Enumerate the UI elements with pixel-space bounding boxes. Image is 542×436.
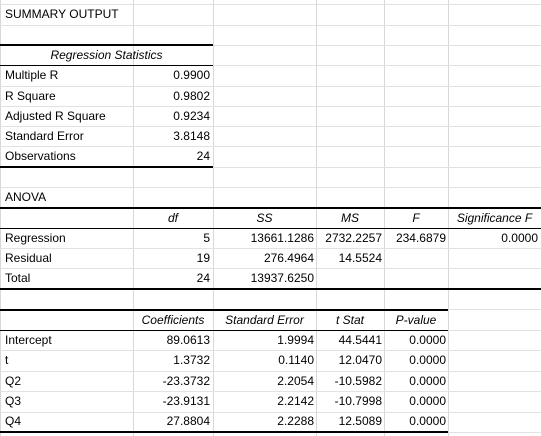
grid-line: [0, 65, 542, 66]
grid-line: [0, 126, 542, 127]
table-rule: [0, 309, 448, 311]
anova-ss: 13661.1286: [250, 231, 314, 245]
coef-t-stat: 12.0470: [338, 353, 382, 367]
grid-line: [0, 106, 542, 107]
coef-value: -23.9131: [162, 394, 210, 408]
coef-standard-error: 2.2142: [277, 394, 314, 408]
anova-ss: 13937.6250: [250, 271, 314, 285]
grid-line: [0, 167, 542, 168]
grid-line: [0, 371, 542, 372]
anova-header-significance-f: Significance F: [456, 211, 533, 225]
grid-line: [0, 391, 542, 392]
coef-value: -23.3732: [162, 374, 210, 388]
grid-line: [448, 0, 449, 436]
coef-header-standard-error: Standard Error: [225, 313, 304, 327]
grid-line: [133, 0, 134, 436]
grid-line: [0, 268, 542, 269]
anova-header-df: df: [167, 211, 178, 225]
anova-title: ANOVA: [5, 190, 47, 204]
stat-value-r-square: 0.9802: [173, 89, 210, 103]
table-rule: [0, 431, 448, 433]
coef-value: 27.8804: [166, 414, 210, 428]
coef-p-value: 0.0000: [409, 414, 446, 428]
anova-df: 19: [196, 251, 210, 265]
grid-line: [0, 4, 542, 5]
grid-line: [316, 0, 317, 436]
coef-standard-error: 2.2288: [277, 414, 314, 428]
anova-row-label: Regression: [5, 231, 66, 245]
coef-header-p-value: P-value: [395, 313, 437, 327]
anova-row-label: Total: [5, 271, 31, 285]
coef-row-label: Q4: [5, 414, 22, 428]
stat-value-observations: 24: [196, 149, 210, 163]
anova-significance-f: 0.0000: [501, 231, 538, 245]
grid-line: [0, 45, 542, 46]
coef-p-value: 0.0000: [409, 333, 446, 347]
table-rule: [0, 44, 213, 46]
coef-t-stat: 44.5441: [338, 333, 382, 347]
anova-ss: 276.4964: [263, 251, 314, 265]
coef-value: 89.0613: [166, 333, 210, 347]
table-rule: [0, 288, 541, 290]
grid-line: [0, 25, 542, 26]
coef-row-label: Q2: [5, 374, 22, 388]
coef-standard-error: 1.9994: [277, 333, 314, 347]
grid-line: [0, 248, 542, 249]
stat-value-multiple-r: 0.9900: [173, 68, 210, 82]
stat-label-observations: Observations: [5, 149, 76, 163]
grid-line: [0, 187, 542, 188]
coef-header-t-stat: t Stat: [335, 313, 364, 327]
grid-line: [0, 412, 542, 413]
anova-ms: 2732.2257: [325, 231, 382, 245]
stat-label-multiple-r: Multiple R: [5, 68, 59, 82]
table-rule: [0, 330, 448, 331]
stat-value-standard-error: 3.8148: [173, 129, 210, 143]
stat-label-standard-error: Standard Error: [5, 129, 84, 143]
anova-row-label: Residual: [5, 251, 52, 265]
regression-statistics-header: Regression Statistics: [50, 48, 163, 62]
stat-value-adjusted-r-square: 0.9234: [173, 109, 210, 123]
coef-row-label: t: [5, 353, 9, 367]
grid-line: [384, 0, 385, 436]
table-rule: [0, 166, 213, 168]
coef-header-coefficients: Coefficients: [141, 313, 205, 327]
grid-line: [0, 0, 1, 436]
summary-title: SUMMARY OUTPUT: [5, 7, 119, 21]
coef-row-label: Q3: [5, 394, 22, 408]
coef-t-stat: -10.7998: [334, 394, 382, 408]
anova-df: 5: [203, 231, 210, 245]
coef-row-label: Intercept: [5, 333, 52, 347]
table-rule: [0, 228, 541, 229]
coef-value: 1.3732: [173, 353, 210, 367]
anova-ms: 14.5524: [338, 251, 382, 265]
grid-line: [0, 146, 542, 147]
grid-line: [213, 0, 214, 436]
coef-t-stat: 12.5089: [338, 414, 382, 428]
grid-line: [0, 86, 542, 87]
table-rule: [0, 65, 213, 66]
stat-label-adjusted-r-square: Adjusted R Square: [5, 109, 106, 123]
coef-standard-error: 2.2054: [277, 374, 314, 388]
coef-t-stat: -10.5982: [334, 374, 382, 388]
anova-header-ss: SS: [256, 211, 273, 225]
anova-df: 24: [196, 271, 210, 285]
coef-standard-error: 0.1140: [278, 353, 314, 367]
anova-header-ms: MS: [341, 211, 359, 225]
anova-f: 234.6879: [395, 231, 446, 245]
coef-p-value: 0.0000: [409, 374, 446, 388]
anova-header-f: F: [412, 211, 420, 225]
grid-line: [0, 350, 542, 351]
table-rule: [0, 207, 541, 209]
coef-p-value: 0.0000: [409, 394, 446, 408]
stat-label-r-square: R Square: [5, 89, 56, 103]
coef-p-value: 0.0000: [409, 353, 446, 367]
